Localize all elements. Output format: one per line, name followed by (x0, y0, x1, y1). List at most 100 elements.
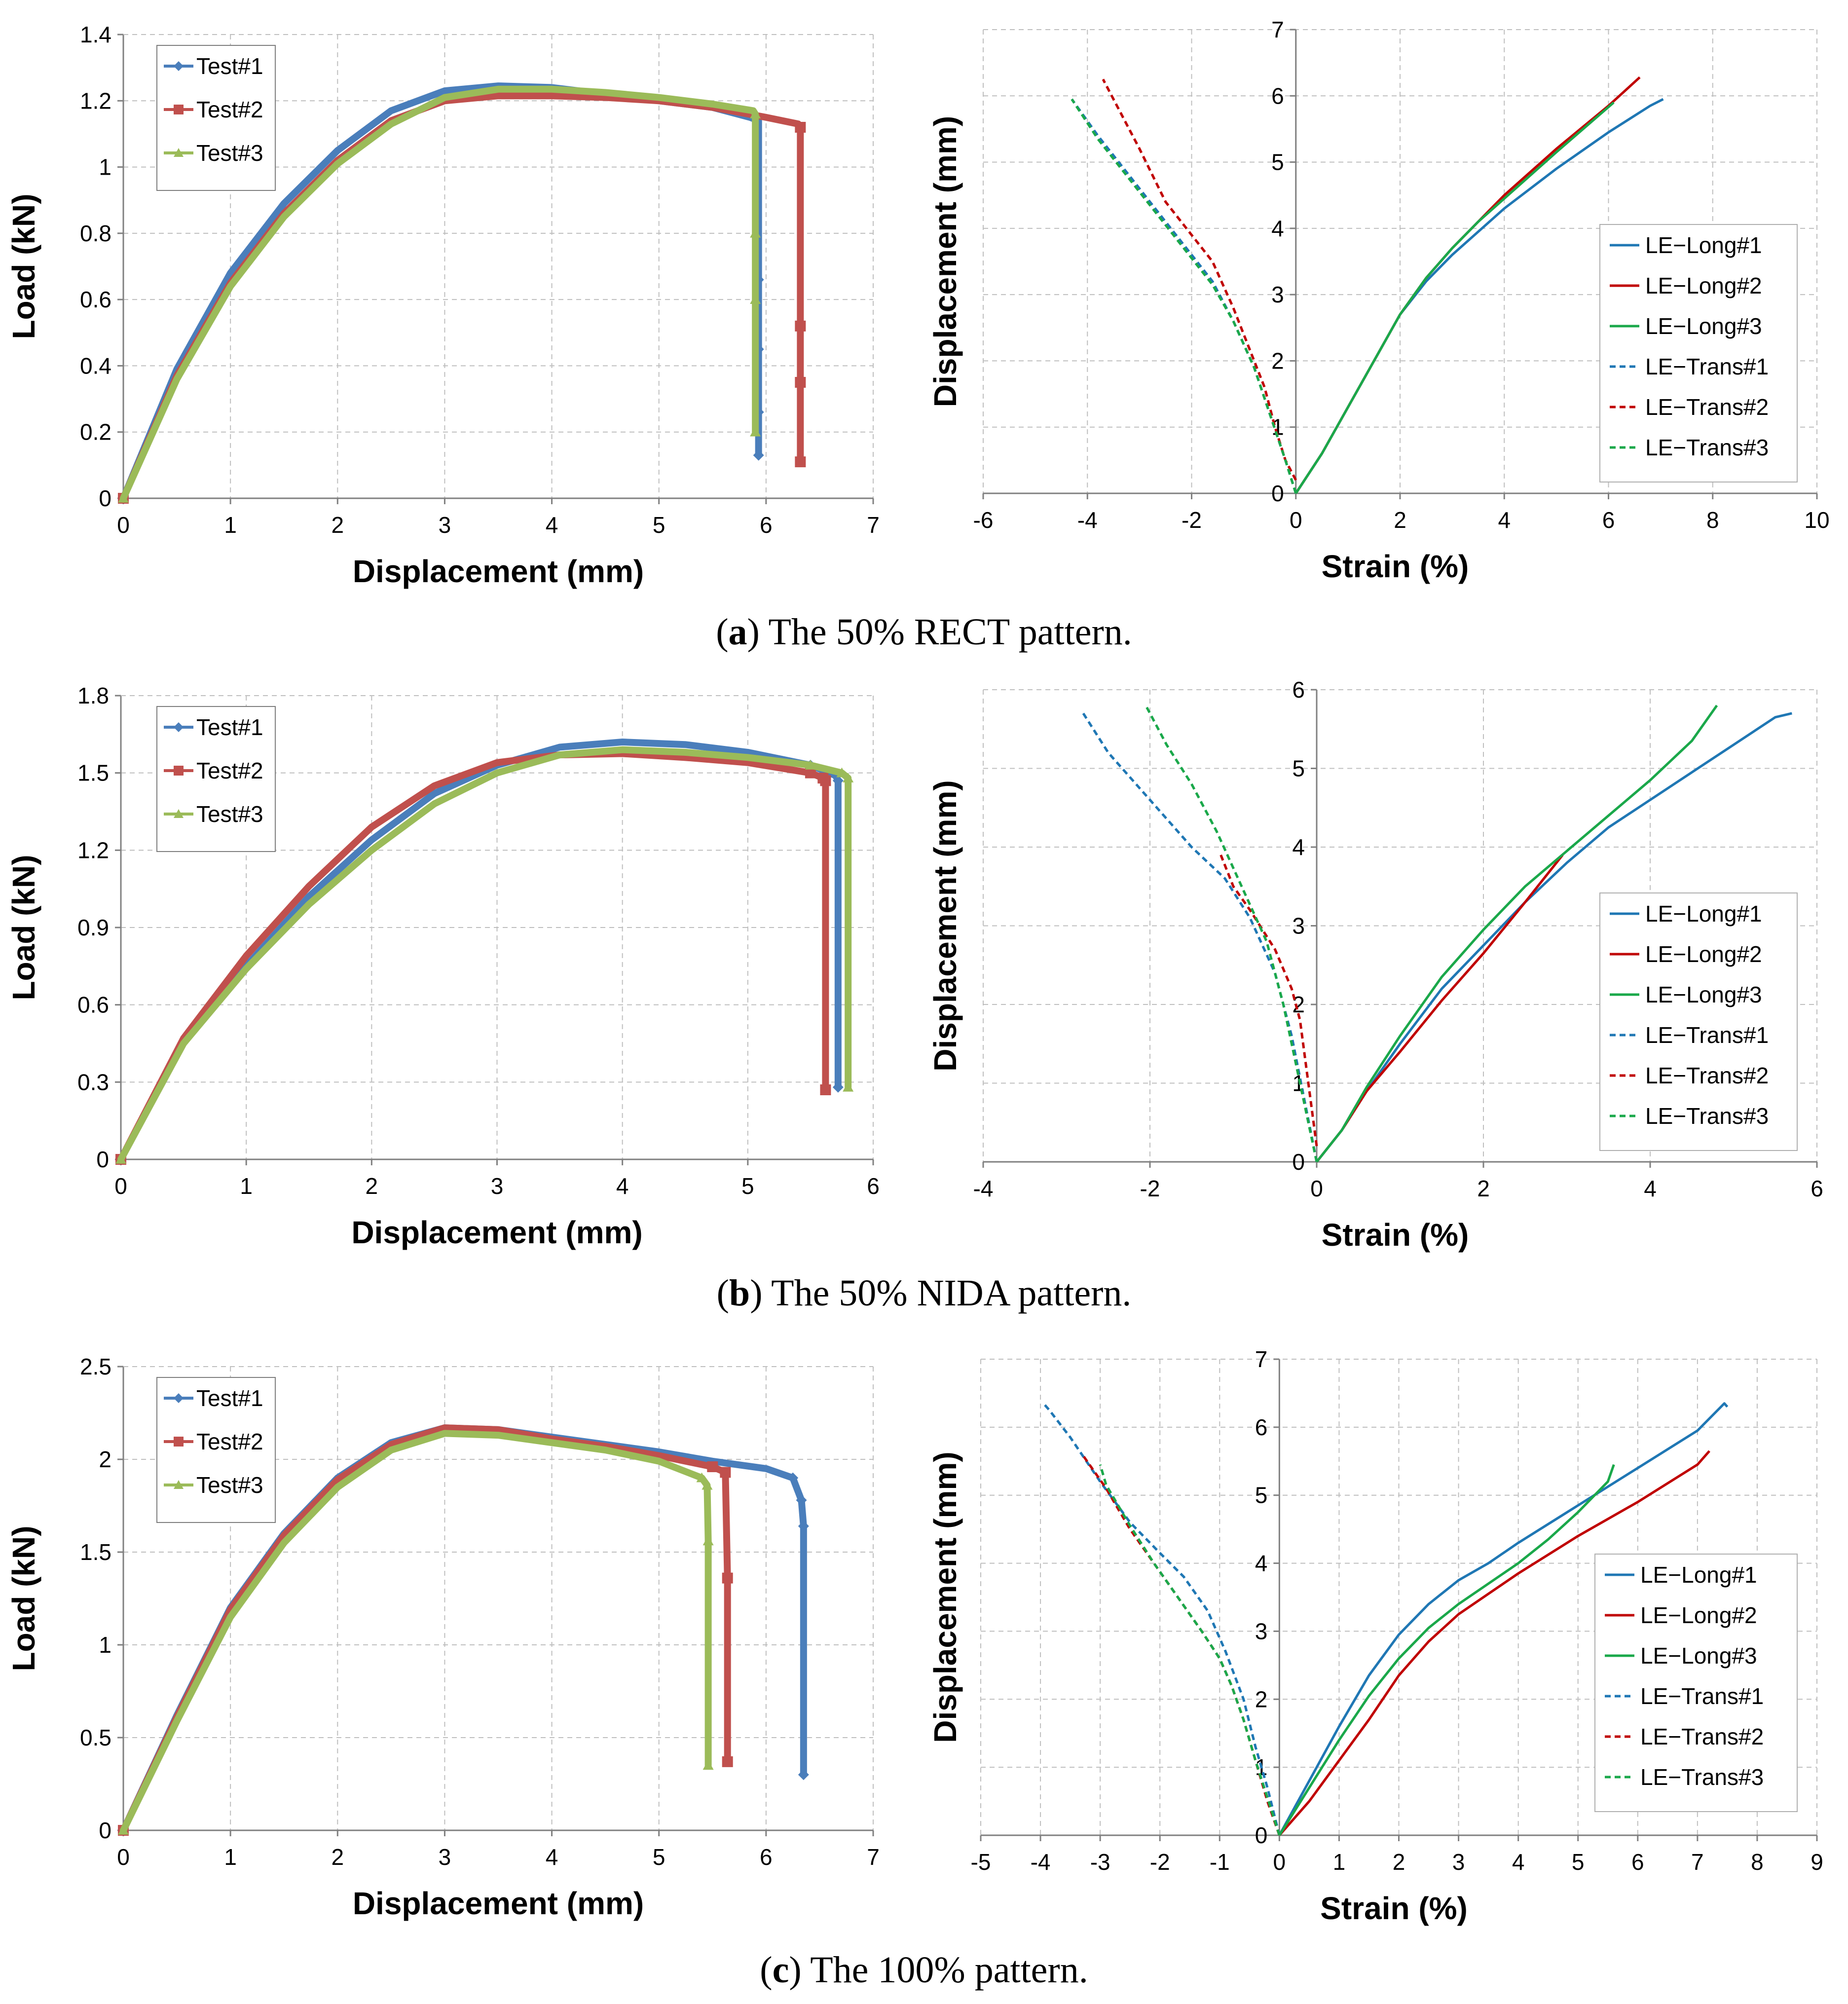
y-tick-label: 0 (1271, 481, 1284, 506)
x-tick-label: 3 (1452, 1849, 1465, 1875)
x-axis-title: Displacement (mm) (353, 554, 644, 589)
legend-label: LE−Trans#3 (1645, 435, 1769, 460)
y-tick-label: 0.6 (80, 287, 111, 312)
data-point-marker (750, 426, 761, 437)
y-tick-label: 1.5 (77, 760, 109, 786)
data-point-marker (820, 1084, 831, 1095)
legend-label: LE−Trans#3 (1640, 1764, 1764, 1790)
x-tick-label: 2 (331, 512, 344, 538)
chart-c-load: 0 1 2 3 4 5 6 7 0 0.5 1 1.5 2 2.5 Displacement (mm) Loa… (6, 1354, 880, 1921)
y-tick-label: 0.9 (77, 915, 109, 940)
y-tick-label: 6 (1255, 1414, 1268, 1440)
y-tick-label: 0.8 (80, 221, 111, 246)
x-tick-label: 0 (1273, 1849, 1286, 1875)
legend-label: Test#3 (196, 140, 263, 166)
legend-label: LE−Trans#2 (1640, 1724, 1764, 1749)
legend-marker (174, 809, 184, 818)
x-tick-label: 2 (1394, 507, 1406, 533)
x-tick-label: 4 (1644, 1176, 1657, 1201)
series-le-long-1 (1278, 1402, 1729, 1836)
y-tick-label: 5 (1271, 149, 1284, 175)
y-tick-label: 2.5 (80, 1354, 111, 1379)
series-line (1099, 1464, 1281, 1836)
x-tick-label: 0 (114, 1173, 127, 1199)
legend-marker (174, 148, 184, 157)
series-line (1082, 712, 1318, 1162)
series-le-trans-3 (1099, 1464, 1281, 1836)
legend-label: LE−Long#1 (1645, 901, 1762, 927)
legend-marker (174, 1437, 184, 1447)
y-axis-title: Load (kN) (6, 193, 41, 339)
x-axis-title: Strain (%) (1322, 549, 1469, 584)
series-le-long-2 (1316, 854, 1564, 1163)
series-le-trans-1 (1042, 1402, 1281, 1836)
chart-a-load: 0 1 2 3 4 5 6 7 0 0.2 0.4 0.6 0.8 1 1.2 1.4 Displacement… (6, 22, 880, 589)
x-tick-label: 0 (1290, 507, 1302, 533)
x-tick-label: 8 (1751, 1849, 1764, 1875)
series-test-3 (118, 85, 761, 503)
x-axis-title: Strain (%) (1322, 1217, 1469, 1253)
x-tick-label: 6 (1602, 507, 1615, 533)
legend-marker (174, 1393, 184, 1403)
data-point-marker (843, 773, 854, 782)
legend-label: LE−Trans#3 (1645, 1103, 1769, 1129)
x-tick-label: 0 (1310, 1176, 1323, 1201)
data-point-marker (805, 767, 816, 779)
x-axis-title: Displacement (mm) (351, 1215, 642, 1250)
x-tick-label: 2 (366, 1173, 378, 1199)
y-tick-label: 1.4 (80, 22, 111, 47)
legend-label: Test#2 (196, 97, 263, 122)
y-tick-label: 6 (1271, 83, 1284, 109)
y-tick-label: 0 (1292, 1149, 1305, 1175)
y-axis-title: Load (kN) (6, 1525, 41, 1671)
chart-b-load: 0 1 2 3 4 5 6 0 0.3 0.6 0.9 1.2 1.5 1.8 Displacement (… (6, 683, 880, 1250)
series-le-trans-3 (1071, 98, 1297, 494)
data-point-marker (843, 1081, 854, 1092)
data-point-marker (702, 1760, 714, 1770)
y-axis-title: Load (kN) (6, 854, 41, 1000)
legend: Test#1 Test#2 Test#3 (156, 706, 276, 852)
x-tick-label: 3 (491, 1173, 504, 1199)
x-tick-label: 9 (1811, 1849, 1823, 1875)
x-tick-label: 4 (546, 512, 558, 538)
data-point-marker (795, 320, 806, 332)
x-tick-label: 3 (439, 512, 451, 538)
x-tick-label: 6 (867, 1173, 880, 1199)
x-tick-label: -2 (1182, 507, 1202, 533)
y-tick-label: 1.8 (77, 683, 109, 708)
legend-box (156, 45, 276, 191)
x-axis-title: Displacement (mm) (353, 1886, 644, 1921)
y-tick-label: 1 (99, 154, 111, 180)
x-tick-label: -2 (1140, 1176, 1160, 1201)
series-le-trans-3 (1145, 705, 1318, 1162)
caption-b: (b) The 50% NIDA pattern. (716, 1272, 1132, 1314)
legend-marker (174, 105, 184, 114)
data-point-marker (750, 294, 761, 304)
legend-box (1594, 1554, 1798, 1812)
y-tick-label: 3 (1255, 1618, 1268, 1644)
y-tick-label: 4 (1255, 1551, 1268, 1576)
x-tick-label: 4 (1498, 507, 1511, 533)
legend-label: Test#1 (196, 53, 263, 79)
y-tick-label: 7 (1255, 1346, 1268, 1372)
legend-label: LE−Long#2 (1640, 1602, 1757, 1628)
x-axis-title: Strain (%) (1320, 1891, 1468, 1926)
y-tick-label: 2 (1255, 1686, 1268, 1712)
series-line (1278, 1402, 1729, 1836)
data-point-marker (832, 1081, 844, 1093)
data-point-marker (798, 1769, 809, 1781)
data-point-marker (118, 1825, 129, 1835)
legend-marker (174, 1480, 184, 1489)
x-tick-label: -5 (971, 1849, 991, 1875)
x-tick-label: 6 (760, 1844, 773, 1870)
series-line (1071, 98, 1297, 494)
x-tick-label: 5 (653, 512, 665, 538)
legend: Test#1 Test#2 Test#3 (156, 1377, 276, 1523)
y-tick-label: 3 (1271, 282, 1284, 307)
series-line (1220, 854, 1318, 1147)
legend-label: LE−Long#1 (1645, 232, 1762, 258)
legend-label: Test#2 (196, 1429, 263, 1454)
data-point-marker (707, 1461, 718, 1473)
y-tick-label: 0 (99, 1818, 111, 1843)
